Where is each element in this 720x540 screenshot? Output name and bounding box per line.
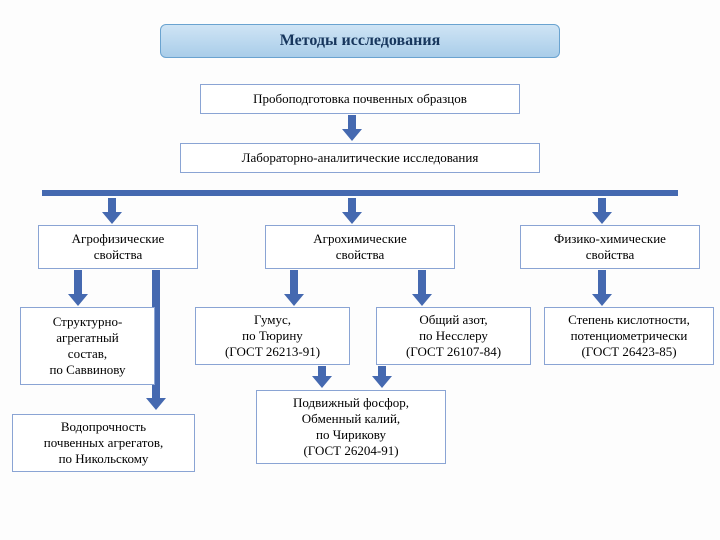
flow-arrow xyxy=(412,270,432,306)
node-agrophys: Агрофизическиесвойства xyxy=(38,225,198,269)
flow-arrow xyxy=(68,270,88,306)
flow-arrow xyxy=(284,270,304,306)
node-waterproof: Водопрочностьпочвенных агрегатов,по Нико… xyxy=(12,414,195,472)
node-label: Структурно-агрегатныйсостав,по Саввинову xyxy=(49,314,125,379)
node-label: Гумус,по Тюрину(ГОСТ 26213-91) xyxy=(225,312,320,361)
horizontal-connector xyxy=(42,190,678,196)
node-label: Лабораторно-аналитические исследования xyxy=(242,150,479,166)
node-physchem: Физико-химическиесвойства xyxy=(520,225,700,269)
node-label: Подвижный фосфор,Обменный калий,по Чирик… xyxy=(293,395,409,460)
flow-arrow xyxy=(342,115,362,141)
node-label: Агрофизическиесвойства xyxy=(72,231,165,264)
node-struct: Структурно-агрегатныйсостав,по Саввинову xyxy=(20,307,155,385)
node-title: Методы исследования xyxy=(160,24,560,58)
flow-arrow xyxy=(592,198,612,224)
node-label: Физико-химическиесвойства xyxy=(554,231,666,264)
node-phosphor: Подвижный фосфор,Обменный калий,по Чирик… xyxy=(256,390,446,464)
flow-arrow xyxy=(372,366,392,388)
node-prep: Пробоподготовка почвенных образцов xyxy=(200,84,520,114)
node-label: Методы исследования xyxy=(280,31,440,51)
flow-arrow xyxy=(102,198,122,224)
flow-arrow xyxy=(592,270,612,306)
flow-arrow xyxy=(342,198,362,224)
node-label: Водопрочностьпочвенных агрегатов,по Нико… xyxy=(44,419,163,468)
node-lab: Лабораторно-аналитические исследования xyxy=(180,143,540,173)
node-label: Общий азот,по Несслеру(ГОСТ 26107-84) xyxy=(406,312,501,361)
node-nitrogen: Общий азот,по Несслеру(ГОСТ 26107-84) xyxy=(376,307,531,365)
node-label: Агрохимическиесвойства xyxy=(313,231,406,264)
node-label: Степень кислотности,потенциометрически(Г… xyxy=(568,312,690,361)
flow-arrow xyxy=(312,366,332,388)
node-agrochem: Агрохимическиесвойства xyxy=(265,225,455,269)
node-acidity: Степень кислотности,потенциометрически(Г… xyxy=(544,307,714,365)
node-label: Пробоподготовка почвенных образцов xyxy=(253,91,467,107)
node-humus: Гумус,по Тюрину(ГОСТ 26213-91) xyxy=(195,307,350,365)
